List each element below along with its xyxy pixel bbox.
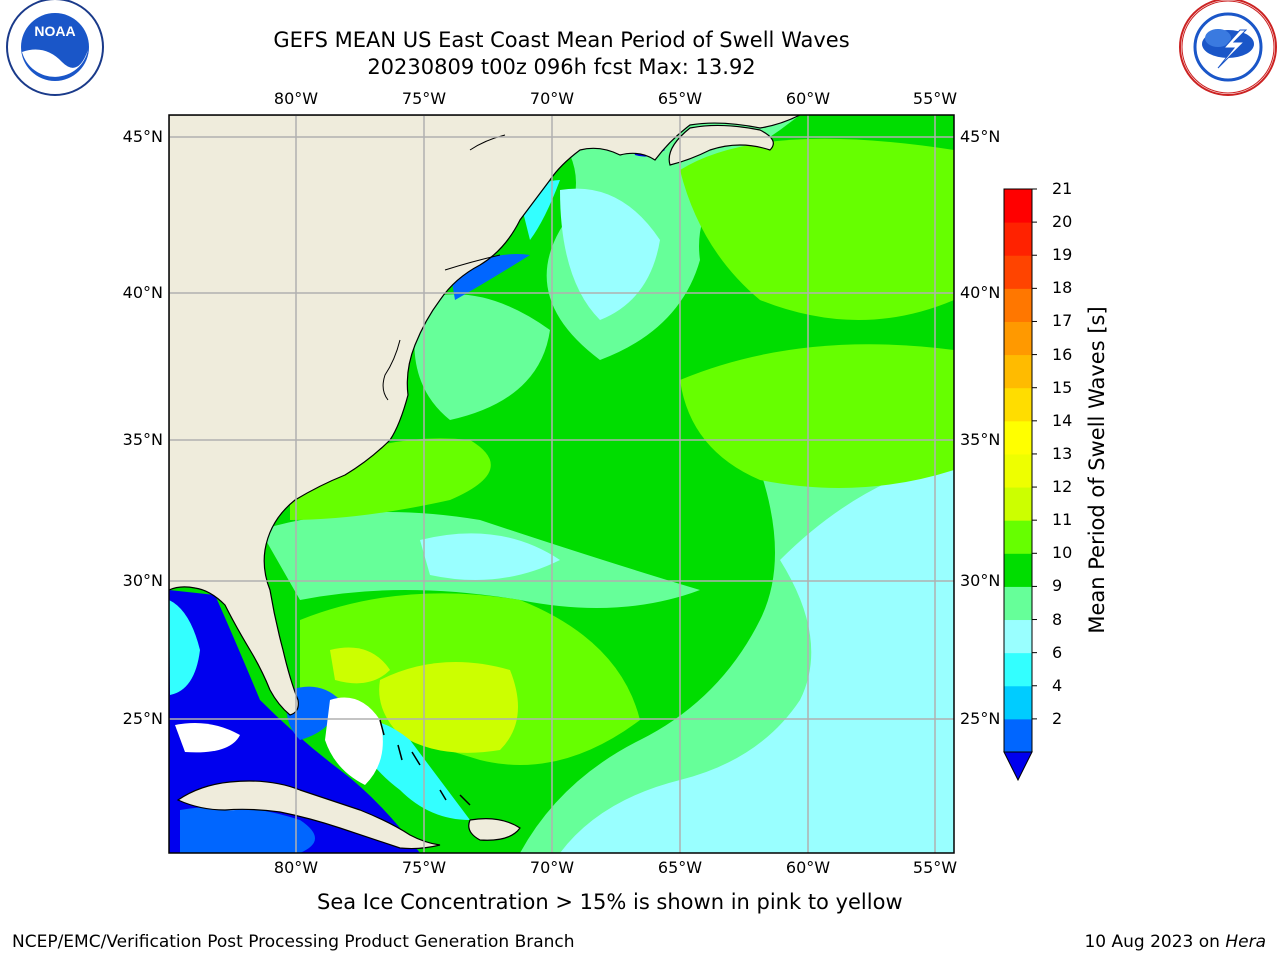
lon-label-bottom: 75°W xyxy=(401,858,447,877)
lat-label-right: 40°N xyxy=(960,283,1001,302)
colorbar-tick-label: 6 xyxy=(1052,642,1063,662)
lon-label-bottom: 70°W xyxy=(529,858,575,877)
colorbar-segment xyxy=(1004,453,1032,488)
lon-label-top: 65°W xyxy=(657,89,703,108)
colorbar-segment xyxy=(1004,619,1032,654)
lat-label-left: 30°N xyxy=(122,571,163,590)
lon-label-top: 80°W xyxy=(273,89,319,108)
colorbar-segment xyxy=(1004,718,1032,753)
footer-date-text: 10 Aug 2023 on xyxy=(1084,932,1220,952)
colorbar-segment xyxy=(1004,553,1032,587)
lat-label-left: 25°N xyxy=(122,709,163,728)
map-frame xyxy=(168,114,955,854)
graticule xyxy=(169,115,954,853)
lat-label-right: 25°N xyxy=(960,709,1001,728)
colorbar-tick-label: 10 xyxy=(1052,543,1073,563)
lon-label-bottom: 65°W xyxy=(657,858,703,877)
sea-ice-note: Sea Ice Concentration > 15% is shown in … xyxy=(317,890,903,914)
land-cuba xyxy=(176,780,441,850)
footer-branch: NCEP/EMC/Verification Post Processing Pr… xyxy=(12,932,575,952)
nws-logo xyxy=(1179,0,1277,96)
colorbar-segment xyxy=(1004,321,1032,356)
colorbar-tick-label: 17 xyxy=(1052,311,1073,331)
colorbar-tick-label: 20 xyxy=(1052,212,1073,232)
chart-subtitle: 20230809 t00z 096h fcst Max: 13.92 xyxy=(367,55,756,79)
colorbar-frame xyxy=(1003,188,1033,753)
footer-date: 10 Aug 2023 on Hera xyxy=(1084,932,1266,952)
lon-label-bottom: 80°W xyxy=(273,858,319,877)
colorbar-under-arrow xyxy=(1003,751,1033,782)
colorbar-tick-label: 15 xyxy=(1052,377,1073,397)
colorbar-segment xyxy=(1004,189,1032,223)
colorbar-tick-label: 13 xyxy=(1052,443,1073,463)
colorbar-segment xyxy=(1004,685,1032,720)
lat-label-right: 45°N xyxy=(960,127,1001,146)
colorbar-tick-label: 4 xyxy=(1052,675,1063,695)
lat-label-left: 40°N xyxy=(122,283,163,302)
colorbar-tick-label: 2 xyxy=(1052,708,1063,728)
footer-machine: Hera xyxy=(1225,932,1266,952)
lat-label-left: 35°N xyxy=(122,430,163,449)
lat-label-right: 30°N xyxy=(960,571,1001,590)
lon-label-top: 60°W xyxy=(785,89,831,108)
colorbar-segment xyxy=(1004,255,1032,289)
colorbar xyxy=(1003,188,1037,782)
colorbar-tick-label: 14 xyxy=(1052,410,1073,430)
chart-title: GEFS MEAN US East Coast Mean Period of S… xyxy=(273,28,850,52)
colorbar-segment xyxy=(1004,288,1032,322)
colorbar-tick-label: 11 xyxy=(1052,510,1073,530)
colorbar-tick-label: 19 xyxy=(1052,245,1073,265)
colorbar-tick-label: 9 xyxy=(1052,576,1063,596)
lon-label-top: 70°W xyxy=(529,89,575,108)
lon-label-top: 75°W xyxy=(401,89,447,108)
noaa-logo-text: NOAA xyxy=(34,23,75,39)
colorbar-segment xyxy=(1004,586,1032,621)
colorbar-tick-label: 8 xyxy=(1052,609,1063,629)
swell-period-field xyxy=(169,115,954,853)
colorbar-tick-label: 12 xyxy=(1052,477,1073,497)
colorbar-segment xyxy=(1004,487,1032,521)
colorbar-title: Mean Period of Swell Waves [s] xyxy=(1085,306,1109,634)
lat-label-right: 35°N xyxy=(960,430,1001,449)
colorbar-segment xyxy=(1004,520,1032,554)
colorbar-tick-label: 18 xyxy=(1052,278,1073,298)
colorbar-segment xyxy=(1004,354,1032,389)
colorbar-segment xyxy=(1004,652,1032,687)
colorbar-segment xyxy=(1004,222,1032,256)
colorbar-segment xyxy=(1004,387,1032,422)
noaa-logo: NOAA xyxy=(6,0,104,96)
lon-label-bottom: 60°W xyxy=(785,858,831,877)
lat-label-left: 45°N xyxy=(122,127,163,146)
lon-label-bottom: 55°W xyxy=(912,858,958,877)
colorbar-tick-label: 16 xyxy=(1052,344,1073,364)
lon-label-top: 55°W xyxy=(912,89,958,108)
colorbar-segment xyxy=(1004,420,1032,455)
colorbar-tick-label: 21 xyxy=(1052,179,1073,198)
